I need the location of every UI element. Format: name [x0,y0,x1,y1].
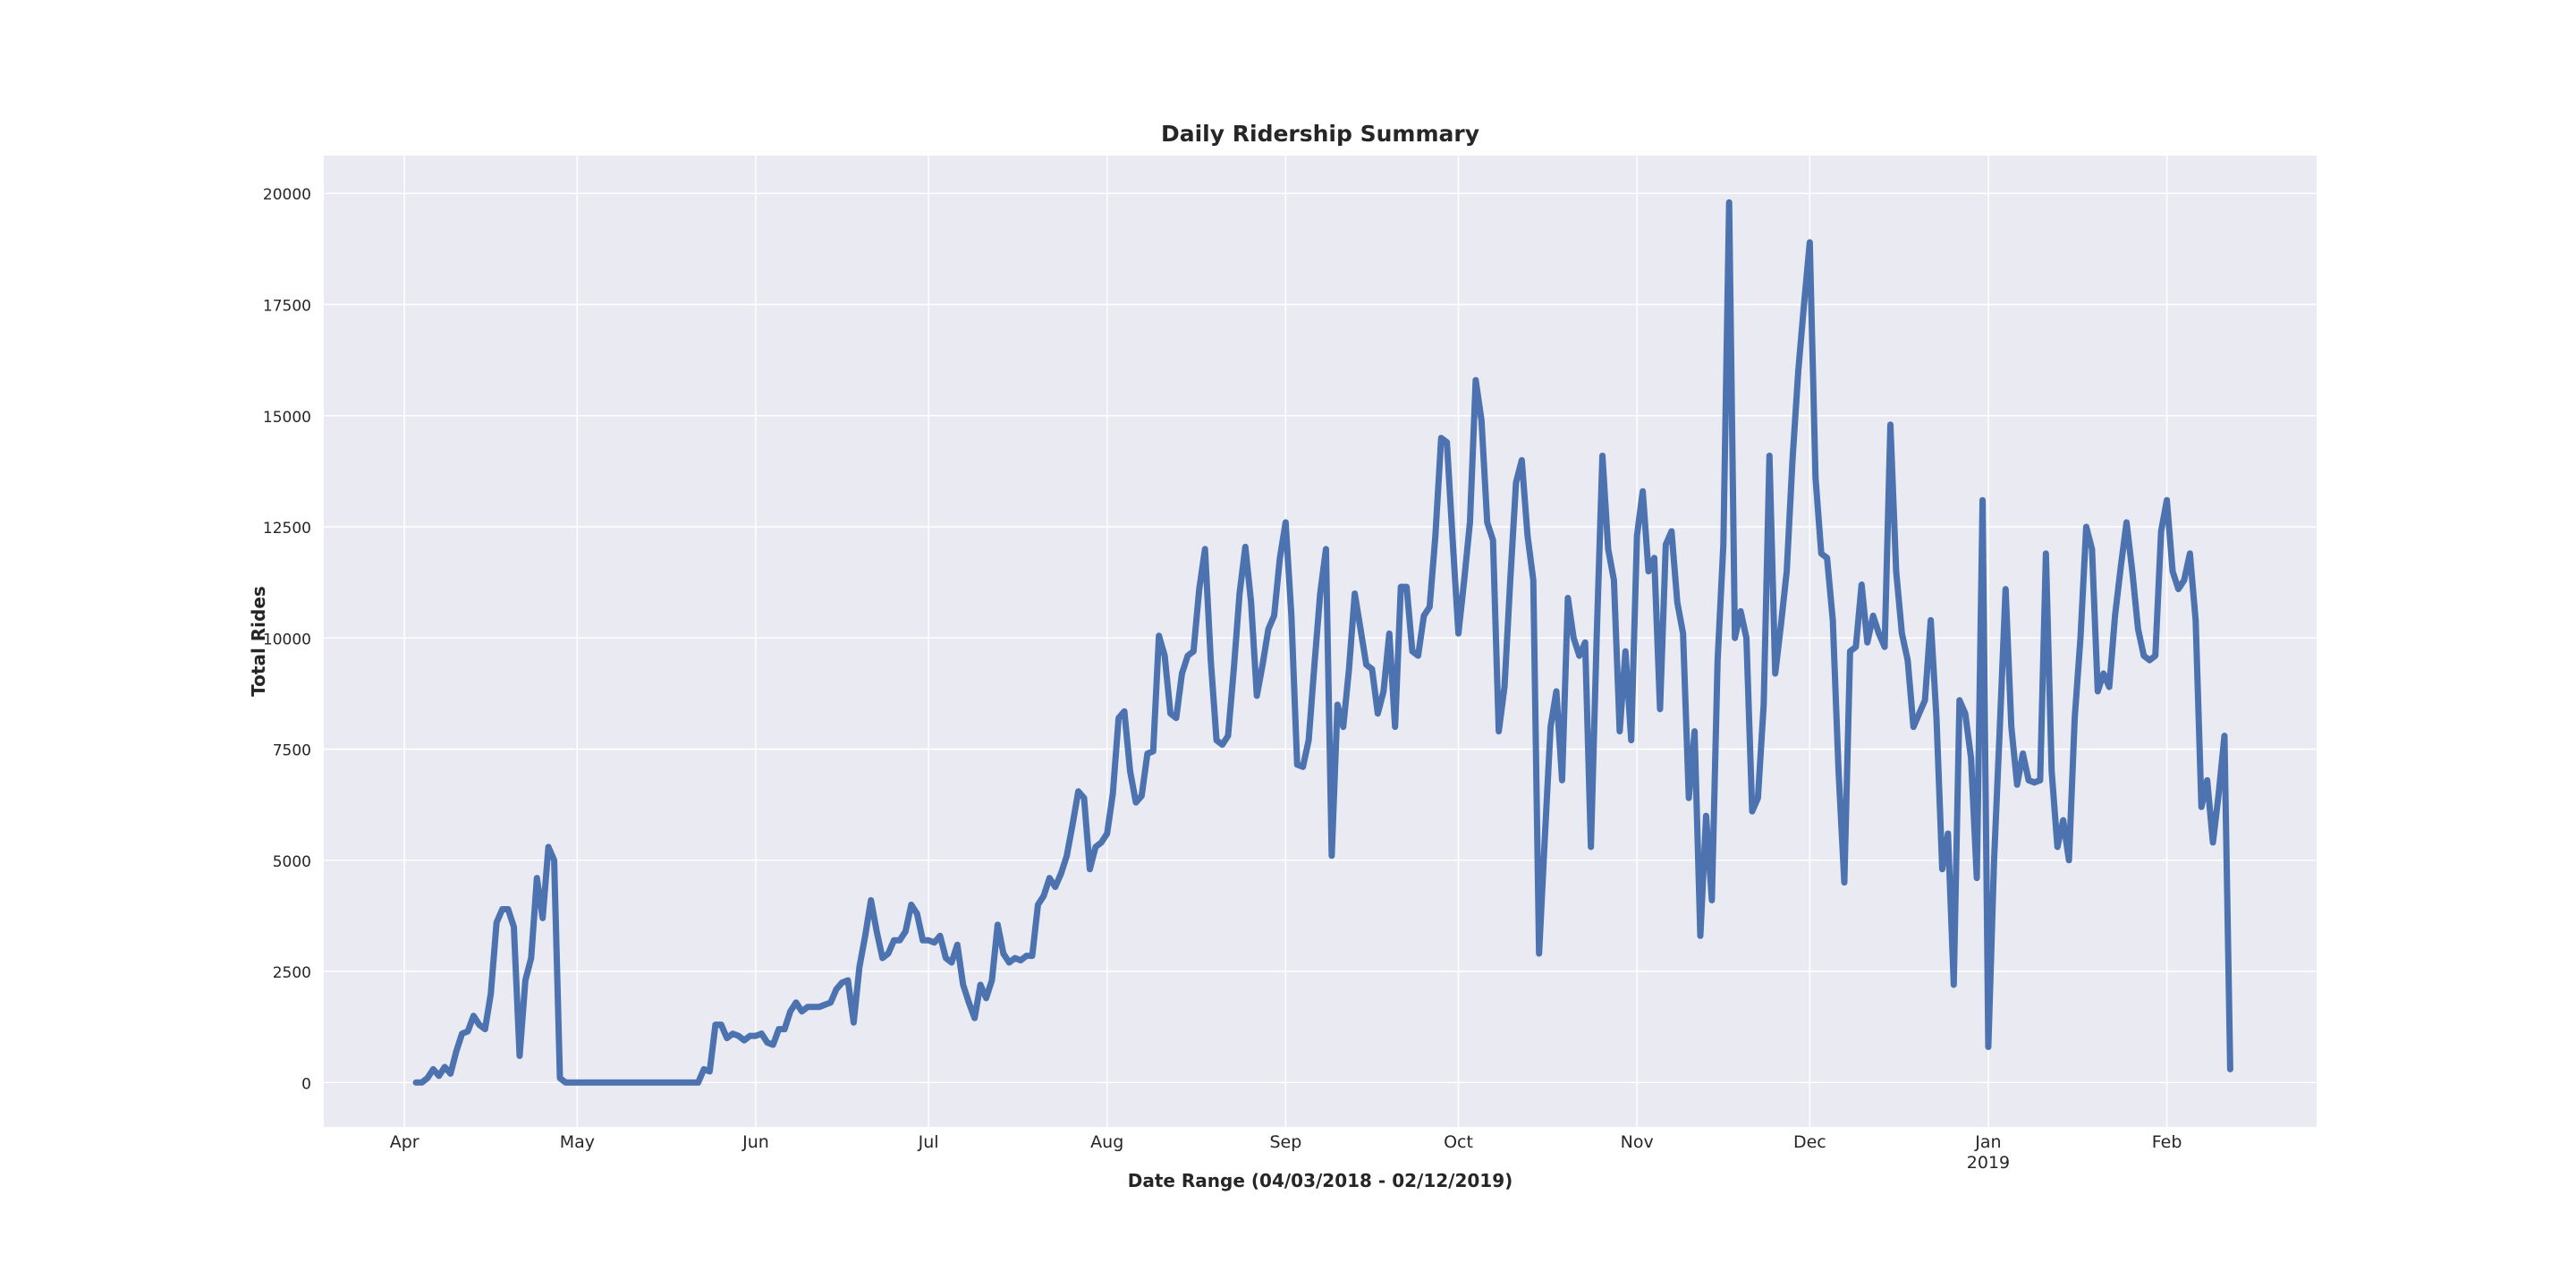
x-tick-label: May [559,1132,595,1152]
series-layer [412,199,2233,1086]
x-axis-label: Date Range (04/03/2018 - 02/12/2019) [1128,1170,1513,1191]
x-tick-label: Jan 2019 [1966,1132,2011,1173]
y-axis-label: Total Rides [248,586,269,697]
y-tick-label: 10000 [263,631,311,648]
x-tick-label: Jun [742,1132,769,1152]
x-tick-label: Sep [1269,1132,1302,1152]
y-tick-label: 20000 [263,186,311,204]
y-tick-label: 5000 [273,853,311,871]
x-tick-label: Aug [1090,1132,1124,1152]
y-tick-label: 2500 [273,964,311,982]
x-tick-label: Oct [1444,1132,1473,1152]
y-tick-label: 0 [301,1075,311,1093]
x-tick-label: Dec [1792,1132,1826,1152]
x-tick-label: Jul [918,1132,939,1152]
line-series [412,199,2233,1086]
x-tick-label: Feb [2151,1132,2182,1152]
y-tick-label: 12500 [263,520,311,538]
chart-title: Daily Ridership Summary [1161,121,1479,147]
x-tick-label: Apr [389,1132,419,1152]
grid [324,156,2317,1127]
y-tick-label: 17500 [263,298,311,316]
plot-area [324,156,2317,1127]
y-tick-label: 15000 [263,409,311,427]
x-tick-label: Nov [1620,1132,1654,1152]
y-tick-label: 7500 [273,742,311,760]
